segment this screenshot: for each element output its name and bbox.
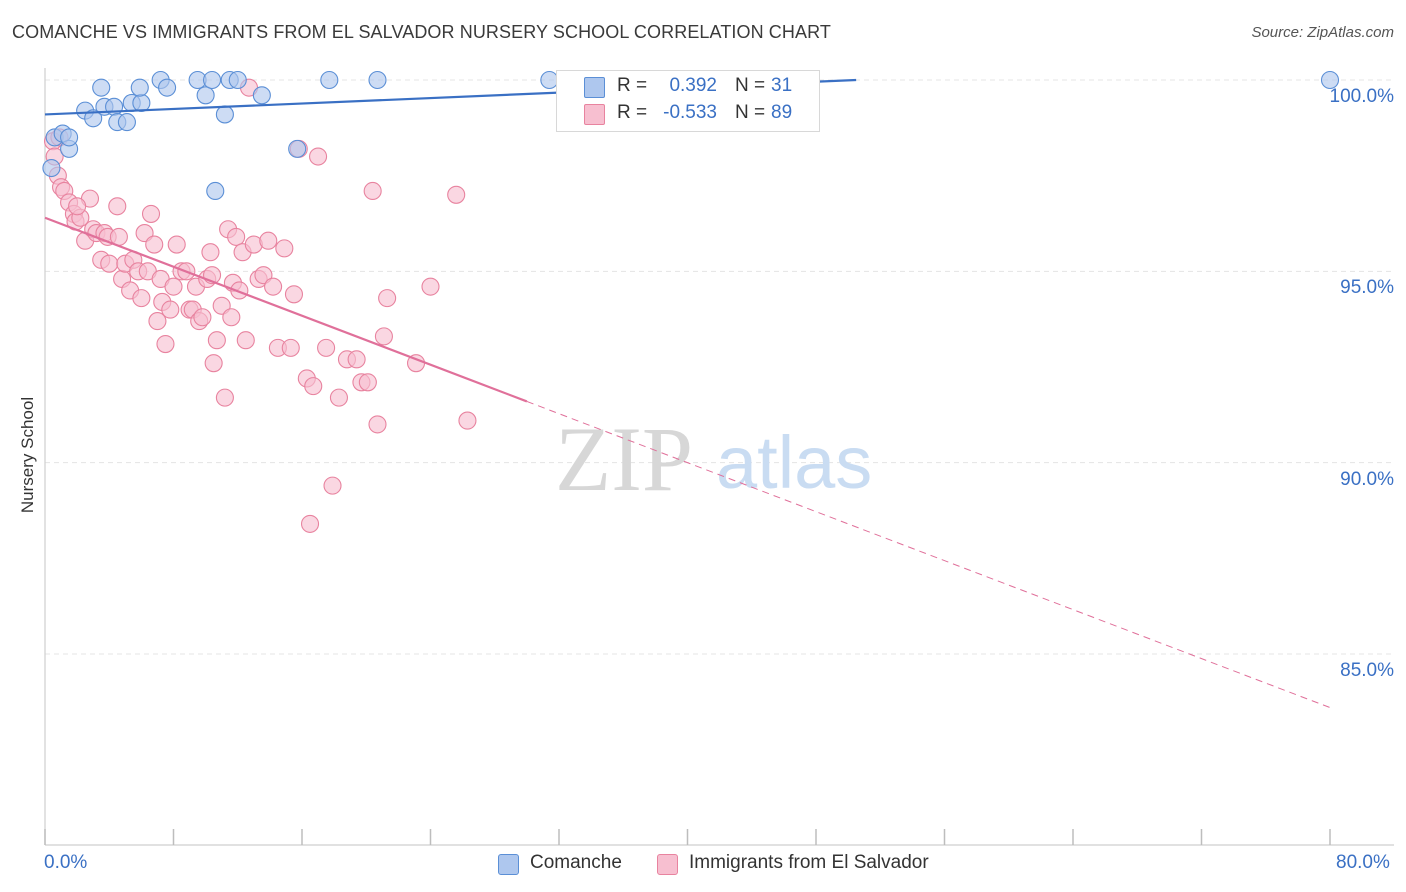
salvador-point: [68, 197, 87, 216]
salvador-point: [323, 476, 342, 495]
legend-n-label: N =: [735, 102, 766, 123]
y-tick-label: 90.0%: [1340, 468, 1394, 490]
salvador-point: [378, 289, 397, 308]
salvador-point: [201, 243, 220, 262]
legend-r-value: -0.533: [663, 102, 717, 123]
comanche-point: [158, 78, 177, 97]
salvador-point: [204, 354, 223, 373]
salvador-point: [329, 388, 348, 407]
salvador-point: [264, 277, 283, 296]
salvador-point: [141, 204, 161, 223]
source-label: Source: ZipAtlas.com: [1251, 24, 1394, 41]
salvador-point: [275, 239, 294, 258]
salvador-point: [230, 281, 249, 300]
salvador-point: [164, 277, 183, 296]
x-tick-label-max: 80.0%: [1336, 852, 1390, 873]
salvador-point: [363, 181, 382, 201]
comanche-point: [368, 70, 387, 90]
legend-r-value: 0.392: [669, 75, 717, 96]
salvador-point: [148, 312, 167, 331]
comanche-point: [215, 105, 234, 124]
y-tick-label: 95.0%: [1340, 277, 1394, 299]
salvador-point: [358, 373, 377, 392]
salvador-point: [281, 338, 300, 357]
x-tick-label-min: 0.0%: [44, 852, 88, 873]
y-tick-label: 100.0%: [1329, 86, 1394, 107]
series-swatch-comanche: [498, 854, 519, 875]
comanche-point: [320, 70, 339, 90]
comanche-point: [117, 113, 136, 132]
salvador-point: [167, 235, 186, 254]
stats-legend-row-comanche: R = 0.392 N = 31: [557, 74, 819, 100]
salvador-point: [193, 308, 212, 327]
salvador-point: [300, 514, 320, 533]
salvador-point: [284, 285, 304, 304]
salvador-point: [161, 300, 180, 319]
y-tick-label: 85.0%: [1340, 660, 1394, 681]
trend-lines: [44, 78, 1331, 709]
series-legend-label: Immigrants from El Salvador: [689, 852, 929, 873]
axes: [44, 68, 1394, 846]
salvador-point: [447, 185, 466, 204]
salvador-point: [347, 350, 366, 369]
salvador-point: [374, 327, 393, 346]
salvador-point: [236, 331, 255, 350]
chart-title: COMANCHE VS IMMIGRANTS FROM EL SALVADOR …: [12, 22, 831, 42]
legend-swatch-salvador: [584, 104, 605, 125]
salvador-point: [100, 254, 119, 273]
salvador-trend-line: [44, 216, 528, 403]
salvador-point: [145, 235, 164, 254]
salvador-point: [309, 147, 328, 166]
comanche-point: [288, 139, 307, 158]
salvador-point: [108, 197, 127, 216]
salvador-point: [227, 227, 246, 246]
comanche-point: [60, 128, 79, 147]
comanche-point: [42, 158, 61, 178]
salvador-point: [458, 411, 477, 430]
legend-n-value: 89: [771, 102, 793, 123]
data-points: [42, 70, 1340, 533]
comanche-point: [1320, 70, 1340, 90]
salvador-point: [421, 277, 440, 296]
legend-r-label: R =: [617, 75, 648, 96]
comanche-point: [206, 181, 225, 201]
salvador-point: [368, 415, 387, 434]
salvador-point: [259, 231, 278, 250]
comanche-point: [84, 109, 103, 128]
comanche-point: [203, 70, 222, 90]
series-legend: Comanche Immigrants from El Salvador: [0, 852, 1406, 878]
salvador-point: [222, 308, 241, 327]
salvador-point: [156, 334, 175, 354]
salvador-point: [317, 338, 336, 357]
comanche-point: [132, 93, 151, 113]
salvador-point: [132, 289, 151, 308]
comanche-point: [130, 78, 149, 97]
comanche-point: [252, 86, 271, 105]
legend-n-label: N =: [735, 75, 766, 96]
legend-swatch-comanche: [584, 77, 605, 98]
series-swatch-salvador: [657, 854, 678, 875]
series-legend-label: Comanche: [530, 852, 622, 873]
legend-n-value: 31: [771, 75, 793, 96]
stats-legend-row-salvador: R = -0.533 N = 89: [557, 101, 819, 127]
comanche-point: [92, 78, 111, 97]
salvador-point: [207, 331, 226, 350]
stats-legend: R = 0.392 N = 31 R = -0.533 N = 89: [556, 70, 820, 132]
watermark-atlas: atlas: [716, 421, 872, 504]
watermark: ZIP atlas: [555, 408, 872, 510]
comanche-point: [196, 86, 215, 105]
gridlines: [45, 79, 1394, 655]
salvador-point: [215, 388, 234, 407]
legend-r-label: R =: [617, 102, 648, 123]
watermark-zip: ZIP: [555, 408, 693, 510]
comanche-point: [228, 70, 247, 90]
salvador-point: [304, 377, 323, 396]
